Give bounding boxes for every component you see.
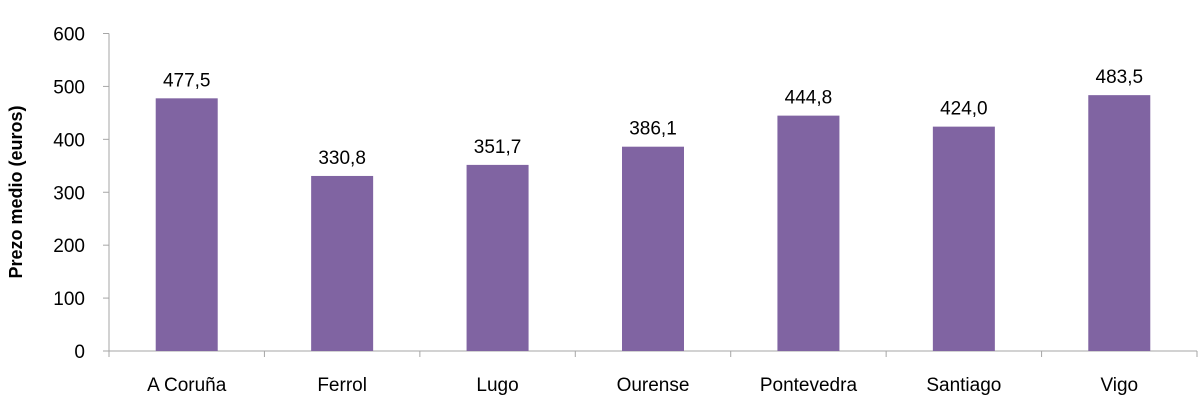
y-tick-label: 0 (74, 342, 85, 363)
y-tick-label: 200 (53, 236, 85, 257)
data-label: 483,5 (1096, 67, 1144, 88)
bar-pontevedra (777, 115, 840, 351)
x-tick-label: Pontevedra (760, 375, 858, 396)
bar-vigo (1088, 95, 1151, 351)
bar-ourense (622, 146, 684, 351)
x-tick-label: A Coruña (147, 375, 227, 396)
y-tick-label: 600 (53, 25, 85, 46)
data-label: 386,1 (629, 119, 677, 140)
x-tick-label: Lugo (476, 375, 518, 396)
x-tick-label: Ferrol (317, 375, 367, 396)
bar-a-coru-a (155, 98, 218, 352)
x-tick-label: Santiago (926, 375, 1001, 396)
x-tick-label: Ourense (617, 375, 690, 396)
bar-santiago (932, 126, 995, 351)
data-label: 477,5 (163, 70, 211, 91)
bar-lugo (466, 164, 529, 351)
y-tick-label: 100 (53, 289, 85, 310)
y-tick-label: 500 (53, 77, 85, 98)
data-label: 444,8 (785, 88, 833, 109)
y-axis-label: Prezo medio (euros) (6, 105, 26, 278)
data-label: 424,0 (940, 99, 988, 120)
y-tick-label: 300 (53, 183, 85, 204)
y-tick-label: 400 (53, 130, 85, 151)
x-tick-label: Vigo (1100, 375, 1138, 396)
data-label: 351,7 (474, 137, 522, 158)
bar-ferrol (311, 175, 374, 351)
data-label: 330,8 (318, 148, 366, 169)
